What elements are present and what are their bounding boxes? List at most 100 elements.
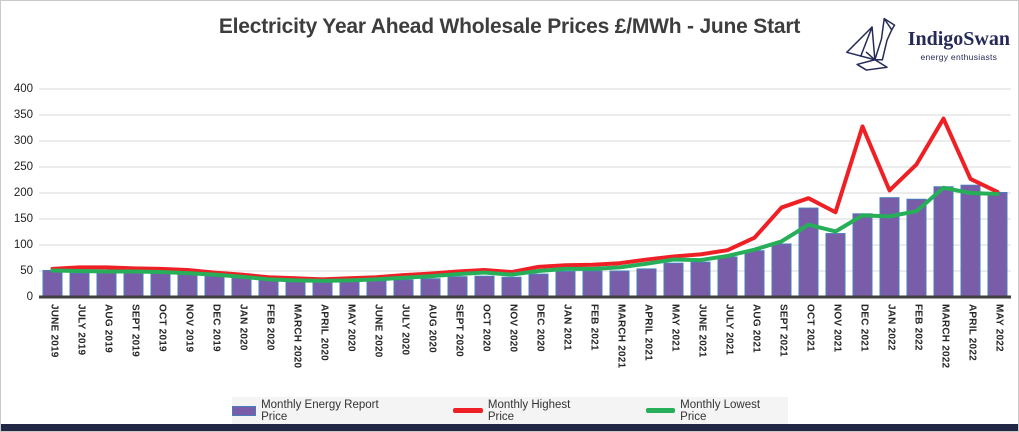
legend-line-swatch [453, 408, 483, 413]
bar [690, 261, 711, 298]
bar [636, 268, 657, 298]
x-tick-label: JUNE 2021 [696, 304, 708, 358]
bar [582, 270, 603, 298]
bar [42, 269, 63, 298]
x-tick-label: OCT 2019 [156, 304, 168, 352]
bar [393, 279, 414, 298]
x-tick-label: JUNE 2019 [48, 304, 60, 358]
monthly-highest-price-line [50, 116, 1000, 282]
x-tick-label: NOV 2020 [507, 304, 519, 353]
origami-swan-icon [845, 17, 895, 71]
y-tick-label: 50 [20, 265, 33, 277]
bar [825, 233, 846, 298]
x-tick-label: JAN 2022 [885, 304, 897, 351]
bar [798, 207, 819, 298]
x-tick-label: JULY 2020 [399, 304, 411, 356]
y-tick-label: 100 [13, 239, 33, 251]
bar [987, 191, 1008, 298]
x-tick-label: MAY 2021 [669, 304, 681, 352]
x-tick-label: JULY 2021 [723, 304, 735, 356]
bar [123, 272, 144, 298]
x-tick-label: AUG 2021 [750, 304, 762, 353]
bar [69, 272, 90, 298]
x-tick-label: MAY 2022 [993, 304, 1005, 352]
bar [879, 197, 900, 298]
x-tick-label: FEB 2022 [912, 304, 924, 351]
x-tick-label: APRIL 2021 [642, 304, 654, 361]
bottom-accent-bar [1, 424, 1018, 431]
bar [555, 271, 576, 298]
bar [771, 243, 792, 298]
plot-area [39, 88, 1011, 299]
y-tick-label: 0 [26, 291, 33, 303]
x-tick-label: SEPT 2020 [453, 304, 465, 357]
legend-item: Monthly Energy Report Price [231, 398, 406, 423]
bar [501, 276, 522, 298]
legend-label: Monthly Highest Price [487, 398, 571, 423]
x-tick-label: MARCH 2022 [939, 304, 951, 369]
logo-tagline: energy enthusiasts [920, 52, 998, 62]
y-tick-label: 350 [13, 109, 33, 121]
x-tick-label: AUG 2019 [102, 304, 114, 353]
x-tick-label: APRIL 2020 [318, 304, 330, 361]
x-tick-label: JAN 2021 [561, 304, 573, 351]
x-tick-label: JUNE 2020 [372, 304, 384, 358]
indigoswan-logo: IndigoSwan energy enthusiasts [844, 11, 1010, 73]
x-tick-label: FEB 2020 [264, 304, 276, 351]
x-tick-label: APRIL 2022 [966, 304, 978, 361]
legend: Monthly Energy Report Price Monthly Highe… [231, 397, 788, 424]
bar [285, 281, 306, 298]
x-tick-label: FEB 2021 [588, 304, 600, 351]
bar [339, 281, 360, 298]
bar [258, 278, 279, 298]
x-tick-label: JULY 2019 [75, 304, 87, 356]
x-tick-label: OCT 2020 [480, 304, 492, 352]
bar [663, 262, 684, 298]
bar [177, 273, 198, 298]
y-tick-label: 300 [13, 135, 33, 147]
x-tick-label: MAY 2020 [345, 304, 357, 352]
x-tick-label: MARCH 2021 [615, 304, 627, 369]
bar [933, 186, 954, 298]
bar [717, 256, 738, 298]
x-tick-label: SEPT 2019 [129, 304, 141, 357]
bar [204, 275, 225, 298]
legend-item: Monthly Lowest Price [645, 398, 788, 423]
bar [744, 250, 765, 298]
logo-text: IndigoSwan energy enthusiasts [908, 28, 1010, 62]
legend-bar-swatch [231, 405, 257, 416]
chart-title: Electricity Year Ahead Wholesale Prices … [218, 15, 801, 38]
x-tick-label: JAN 2020 [237, 304, 249, 351]
monthly-lowest-price-line [50, 185, 1000, 283]
x-tick-label: NOV 2019 [183, 304, 195, 353]
bar [366, 280, 387, 298]
legend-line-swatch [645, 408, 676, 413]
legend-label: Monthly Lowest Price [680, 398, 761, 423]
x-tick-label: AUG 2020 [426, 304, 438, 353]
x-tick-label: NOV 2021 [831, 304, 843, 353]
x-tick-label: SEPT 2021 [777, 304, 789, 357]
y-tick-label: 400 [13, 83, 33, 95]
bar [852, 213, 873, 298]
legend-label: Monthly Energy Report Price [261, 398, 379, 423]
y-tick-label: 200 [13, 187, 33, 199]
bar [420, 278, 441, 298]
bar [312, 281, 333, 298]
bar [960, 184, 981, 298]
bar [447, 276, 468, 298]
logo-name: IndigoSwan [907, 28, 1010, 50]
x-tick-label: MARCH 2020 [291, 304, 303, 369]
y-tick-label: 250 [13, 161, 33, 173]
bar [96, 272, 117, 298]
x-tick-label: DEC 2021 [858, 304, 870, 352]
x-tick-label: DEC 2019 [210, 304, 222, 352]
bar [474, 275, 495, 298]
x-tick-label: DEC 2020 [534, 304, 546, 352]
bar [609, 270, 630, 298]
y-tick-label: 150 [13, 213, 33, 225]
bar [528, 273, 549, 298]
legend-item: Monthly Highest Price [453, 399, 597, 423]
bar [150, 273, 171, 298]
x-tick-label: OCT 2021 [804, 304, 816, 352]
